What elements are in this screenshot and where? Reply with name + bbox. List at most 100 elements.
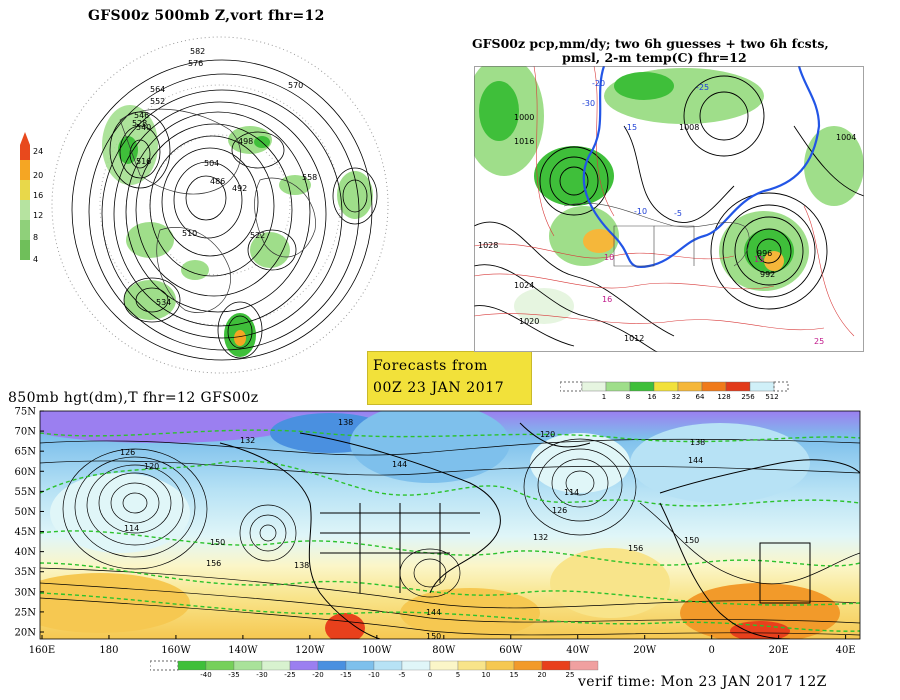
precip-panel-title-line1: GFS00z pcp,mm/dy; two 6h guesses + two 6… [472, 36, 829, 51]
temp-colorbar-tick: -40 [200, 671, 211, 678]
vort-colorbar-bin [20, 200, 30, 220]
temp-colorbar-tick: -20 [312, 671, 323, 678]
temp-colorbar-bin [485, 660, 515, 671]
height-label: 132 [240, 436, 255, 445]
temp-colorbar-tick: 0 [428, 671, 432, 678]
vort-colorbar: 24 20 16 12 8 4 [20, 132, 43, 264]
pressure-label: 1012 [624, 334, 644, 343]
vorticity-shading [102, 105, 373, 357]
temp-colorbar-bin [457, 660, 487, 671]
height-label: 138 [338, 418, 353, 427]
precip-colorbar-tick: 128 [717, 393, 730, 401]
vort-colorbar-tick: 20 [33, 171, 43, 180]
vort-colorbar-bin [20, 180, 30, 200]
precip-colorbar-tick: 64 [696, 393, 705, 401]
lat-tick-label: 30N [15, 587, 37, 598]
temp-colorbar-tick: 10 [482, 671, 491, 678]
vort-colorbar-tick: 16 [33, 191, 43, 200]
vort-colorbar-tick: 4 [33, 255, 38, 264]
warm-label: 16 [602, 295, 612, 304]
height-label: 120 [144, 462, 159, 471]
temp-colorbar-tick: -5 [399, 671, 406, 678]
height-contours [40, 438, 860, 636]
forecast-box [367, 351, 532, 405]
coastlines [119, 108, 316, 313]
pressure-label: 1024 [514, 281, 534, 290]
forecast-box-line1: Forecasts from [373, 358, 488, 374]
warm-label: 25 [814, 337, 824, 346]
latitude-circle [149, 134, 291, 276]
height-label: 114 [564, 488, 579, 497]
temp-colorbar-tick: -10 [368, 671, 379, 678]
precip-colorbar-tick: 8 [626, 393, 630, 401]
precip-colorbar-bin [677, 381, 703, 392]
height-label: 546 [134, 111, 149, 120]
temp-colorbar-bin [401, 660, 431, 671]
warm-label: 10 [604, 253, 614, 262]
temperature-label: -10 [634, 207, 647, 216]
precip-colorbar-tick: 16 [648, 393, 657, 401]
lat-tick-label: 25N [15, 607, 37, 618]
precip-colorbar-under [560, 381, 583, 392]
temp-colorbar-bin [233, 660, 263, 671]
precip-colorbar-tick: 32 [672, 393, 681, 401]
precip-panel-title-line2: pmsl, 2-m temp(C) fhr=12 [562, 50, 747, 65]
height-label: 144 [426, 608, 441, 617]
lat-tick-label: 60N [15, 467, 37, 478]
height-label: 582 [190, 47, 205, 56]
height-label: 534 [156, 298, 171, 307]
height-label: 498 [238, 137, 253, 146]
coastlines [219, 422, 860, 639]
warm-labels: 10 15 16 25 [602, 253, 824, 346]
height-label: 114 [124, 524, 139, 533]
lon-tick-label: 80W [432, 645, 456, 656]
vort-panel-title: GFS00z 500mb Z,vort fhr=12 [88, 8, 325, 24]
warm-label: 15 [754, 255, 764, 264]
pressure-label: 1020 [519, 317, 539, 326]
lat-tick-label: 20N [15, 628, 37, 639]
temp-colorbar-tick: -30 [256, 671, 267, 678]
temp-colorbar-bin [569, 660, 599, 671]
hgt850-panel-title: 850mb hgt(dm),T fhr=12 GFS00z [8, 390, 259, 406]
height-label: 552 [150, 97, 165, 106]
pressure-label: 992 [760, 270, 775, 279]
height-label: 540 [136, 123, 151, 132]
precip-colorbar-bin [605, 381, 631, 392]
lon-tick-label: 40E [836, 645, 856, 656]
temp-colorbar-under [150, 660, 179, 671]
height-label: 120 [540, 430, 555, 439]
height-label: 528 [132, 119, 147, 128]
temp-colorbar-tick: -35 [228, 671, 239, 678]
temp-colorbar-tick: 20 [538, 671, 547, 678]
height-label: 132 [533, 533, 548, 542]
latitude-axis: 75N 70N 65N 60N 55N 50N 45N 40N 35N 30N 25N 20N [15, 407, 44, 639]
precip-colorbar-tick: 1 [602, 393, 606, 401]
vort-colorbar-bin [20, 240, 30, 260]
vort-colorbar-bin [20, 160, 30, 180]
temp-colorbar-tick: -25 [284, 671, 295, 678]
height-labels: 582 576 570 564 558 552 546 540 534 528 … [132, 47, 317, 307]
temperature-label: -20 [592, 79, 605, 88]
lat-tick-label: 40N [15, 547, 37, 558]
precip-panel-frame [474, 66, 864, 352]
height-contours [71, 59, 378, 361]
height-label: 150 [426, 632, 441, 641]
temp-colorbar-bin [513, 660, 543, 671]
height-label: 126 [552, 506, 567, 515]
height-label: 558 [302, 173, 317, 182]
vort-colorbar-tick: 24 [33, 147, 43, 156]
temperature-label: -25 [696, 83, 709, 92]
lon-tick-label: 40W [566, 645, 590, 656]
pressure-label: 996 [757, 249, 772, 258]
vort-colorbar-tick: 12 [33, 211, 43, 220]
forecast-box-line2: 00Z 23 JAN 2017 [373, 380, 505, 396]
lat-tick-label: 55N [15, 487, 37, 498]
precip-colorbar-bin [653, 381, 679, 392]
temp-colorbar-bin [177, 660, 207, 671]
height-label: 564 [150, 85, 165, 94]
polar-boundary [51, 36, 389, 374]
height-label: 570 [288, 81, 303, 90]
precip-colorbar: 1 8 16 32 64 128 256 512 [560, 381, 789, 401]
pressure-label: 1000 [514, 113, 534, 122]
temp-colorbar-bin [429, 660, 459, 671]
